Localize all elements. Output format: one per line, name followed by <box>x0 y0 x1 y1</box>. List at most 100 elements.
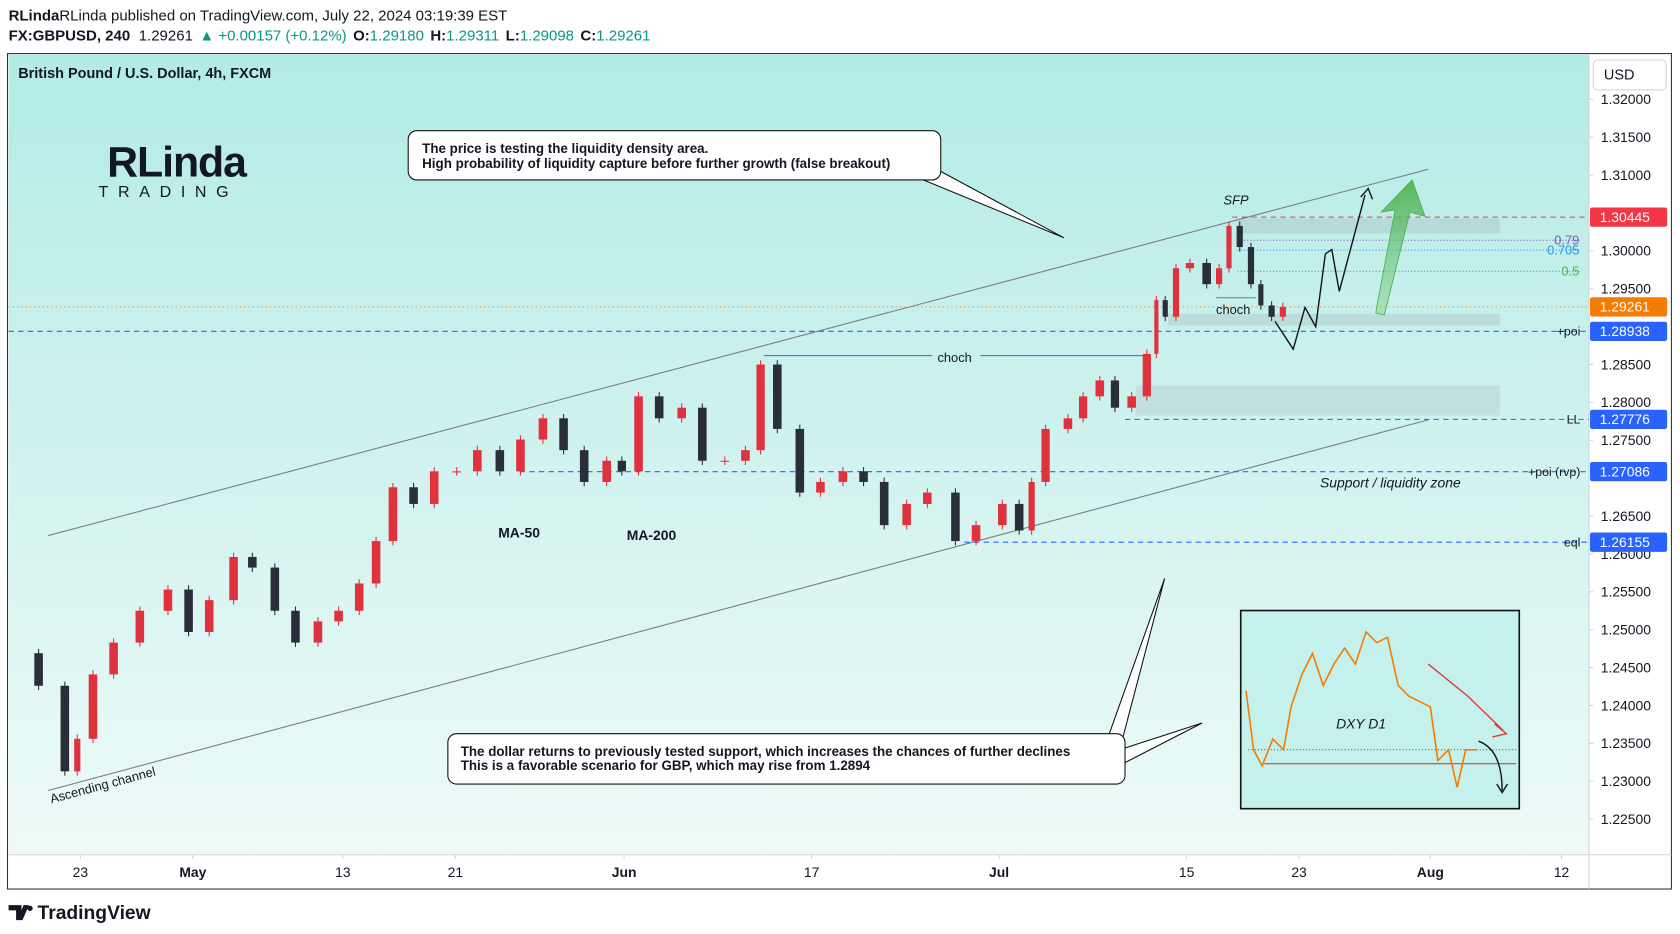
annotation-box <box>407 130 942 181</box>
candle <box>1279 306 1286 317</box>
price-tag-label: 1.27086 <box>1600 463 1651 479</box>
zone <box>1167 313 1500 326</box>
candle <box>1142 353 1151 397</box>
x-tick-label: 13 <box>335 864 351 880</box>
y-tick-label: 1.32000 <box>1601 91 1652 107</box>
candle <box>409 487 418 504</box>
symbol-line: FX:GBPUSD, 240 1.29261 ▲ +0.00157 (+0.12%)… <box>9 28 651 45</box>
annotation-text: High probability of liquidity capture be… <box>422 156 890 171</box>
y-tick-label: 1.29500 <box>1601 281 1652 297</box>
candle <box>902 503 911 526</box>
candle <box>1095 380 1105 397</box>
x-tick-label: Aug <box>1417 864 1444 880</box>
dxy-inset <box>1239 609 1521 810</box>
candle <box>291 610 300 643</box>
candle <box>1236 225 1243 248</box>
y-tick-label: 1.28000 <box>1601 394 1652 410</box>
candle <box>473 450 482 472</box>
x-tick-label: 17 <box>804 864 820 880</box>
candle <box>270 567 280 611</box>
candle <box>135 610 145 643</box>
level-name: eql <box>1564 535 1580 549</box>
candle <box>538 418 548 440</box>
price-tag <box>1590 321 1668 341</box>
currency-box[interactable] <box>1592 59 1667 91</box>
choch-label: choch <box>938 350 972 365</box>
price-tag <box>1590 207 1668 227</box>
publisher: RLindaRLinda published on TradingView.co… <box>9 7 508 24</box>
candles <box>34 221 1286 776</box>
candle <box>1063 418 1073 429</box>
candle <box>1226 225 1232 269</box>
candle <box>1110 380 1120 408</box>
candle <box>1041 428 1050 482</box>
ohlc-value: 1.29261 <box>596 28 650 45</box>
dxy-down-arrow <box>1478 740 1503 791</box>
y-tick-label: 1.23000 <box>1601 773 1652 789</box>
candle <box>60 685 70 772</box>
candle <box>617 460 626 472</box>
level-name: +poi (rvp) <box>1528 465 1580 479</box>
price-tag-label: 1.30445 <box>1600 209 1651 225</box>
candle <box>998 503 1007 526</box>
candle <box>971 525 981 542</box>
dxy-label: DXY D1 <box>1336 715 1386 731</box>
candle <box>516 439 525 472</box>
candle <box>1014 503 1024 531</box>
callout-pointer <box>923 170 1065 239</box>
candle <box>1162 300 1168 317</box>
candle <box>354 583 364 611</box>
y-tick-label: 1.24000 <box>1601 697 1652 713</box>
change: ▲ +0.00157 (+0.12%) <box>199 28 346 45</box>
level-name: LL <box>1567 413 1581 427</box>
y-tick-label: 1.24500 <box>1601 659 1652 675</box>
candle <box>1078 396 1088 419</box>
channel-upper <box>48 168 1429 537</box>
choch-label: choch <box>1216 302 1250 317</box>
support-label: Support / liquidity zone <box>1320 474 1461 490</box>
candle <box>88 674 98 739</box>
ma50-label: MA-50 <box>498 525 540 541</box>
candle <box>654 396 664 419</box>
ohlc-key: O: <box>353 28 370 45</box>
axes: 1.32000 1.31500 1.31000 1.30000 1.29500 1.285… <box>73 91 1668 880</box>
logo-sub: TRADING <box>99 183 239 201</box>
annotation-text: This is a favorable scenario for GBP, wh… <box>461 758 871 773</box>
ohlc-key: L: <box>506 28 520 45</box>
price-tag-label: 1.26155 <box>1600 534 1651 550</box>
candle <box>741 450 750 461</box>
fib-label: 0.705 <box>1547 242 1579 257</box>
candle <box>109 642 118 675</box>
candle <box>184 589 193 632</box>
candle <box>371 541 381 584</box>
candle <box>720 460 730 462</box>
chart-title: British Pound / U.S. Dollar, 4h, FXCM <box>18 66 271 82</box>
publisher-text: RLinda published on TradingView.com, Jul… <box>59 7 507 24</box>
y-tick-label: 1.22500 <box>1601 811 1652 827</box>
candle <box>1216 268 1223 285</box>
candle <box>951 492 960 542</box>
candle <box>559 418 568 451</box>
currency[interactable]: USD <box>1604 67 1635 83</box>
price-tag-label: 1.28938 <box>1600 323 1651 339</box>
projection-arrowhead <box>1360 187 1374 200</box>
candle <box>838 471 848 482</box>
y-tick-label: 1.31000 <box>1601 167 1652 183</box>
ohlc-key: H: <box>430 28 446 45</box>
y-tick-label: 1.25500 <box>1601 584 1652 600</box>
x-tick-label: Jun <box>612 864 637 880</box>
candle <box>388 487 398 542</box>
symbol-line-text: FX:GBPUSD, 240 1.29261 ▲ +0.00157 (+0.12%)… <box>9 28 651 45</box>
ohlc-value: 1.29180 <box>370 28 424 45</box>
y-tick-label: 1.28500 <box>1601 356 1652 372</box>
growth-arrow <box>1375 179 1426 316</box>
dxy-arrowhead <box>1492 723 1508 738</box>
candle <box>429 471 439 504</box>
x-tick-label: 12 <box>1554 864 1570 880</box>
channel-lower <box>48 419 1429 791</box>
fib-label: 0.79 <box>1554 233 1579 248</box>
x-tick-label: 21 <box>448 864 464 880</box>
candle <box>879 481 889 526</box>
